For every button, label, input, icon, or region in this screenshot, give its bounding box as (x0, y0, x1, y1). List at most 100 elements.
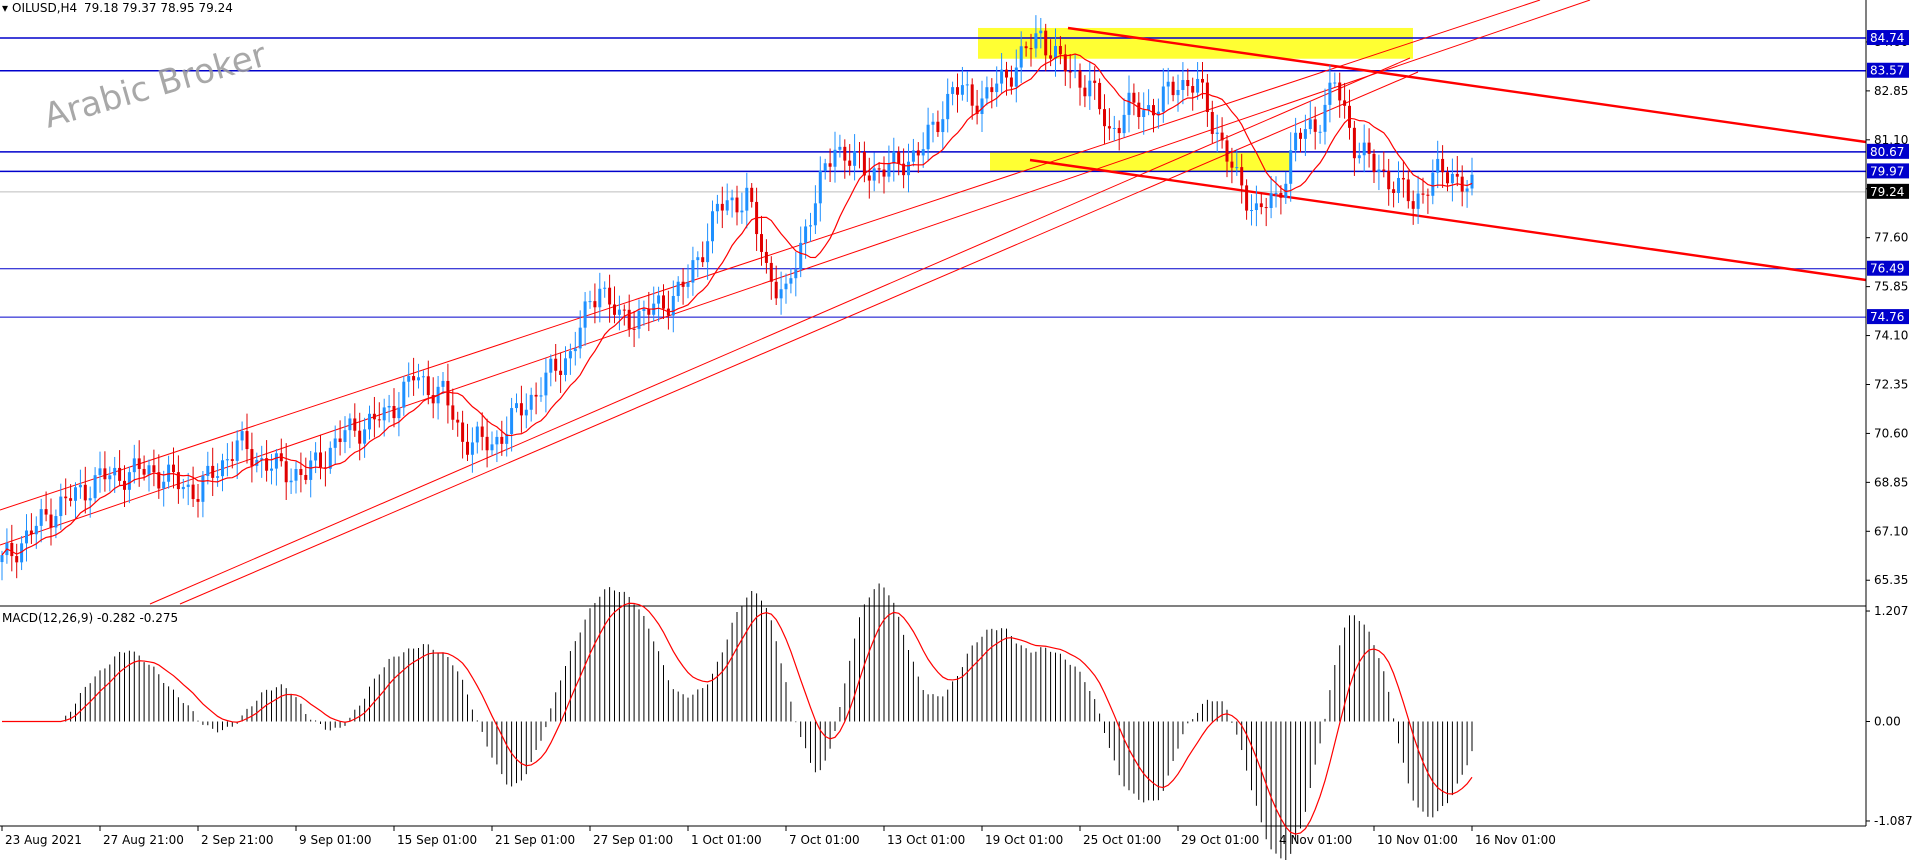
candle-body (29, 530, 33, 535)
candle-body (784, 283, 788, 290)
candle-body (1073, 70, 1077, 72)
candle-body (809, 225, 812, 227)
price-tick-label: 81.10 (1874, 133, 1908, 147)
candle-body (941, 119, 945, 133)
candle-body (1205, 82, 1209, 113)
candle-body (769, 262, 773, 282)
candle-body (260, 458, 264, 460)
candle-body (789, 278, 793, 284)
candle-body (245, 431, 249, 450)
candle-body (1397, 177, 1400, 193)
candle-body (764, 251, 768, 263)
time-tick-label: 29 Oct 01:00 (1181, 833, 1259, 847)
candle-body (221, 460, 224, 477)
candle-body (725, 200, 729, 211)
candle-body (304, 474, 308, 480)
candle-body (230, 459, 234, 461)
candle-body (1264, 207, 1268, 209)
candle-body (1235, 167, 1239, 169)
price-tick-label: 67.10 (1874, 524, 1908, 538)
candle-body (137, 458, 141, 469)
candle-body (990, 87, 994, 93)
candle-body (1279, 192, 1283, 198)
candle-body (951, 87, 955, 94)
candle-body (1009, 77, 1013, 87)
candle-body (740, 210, 744, 213)
candle-body (1411, 201, 1415, 209)
candle-body (975, 105, 979, 114)
level-badge-label: 80.67 (1870, 145, 1904, 159)
candle-body (1294, 132, 1298, 151)
candle-body (1210, 112, 1214, 134)
time-tick-label: 27 Aug 21:00 (103, 833, 184, 847)
candle-body (1230, 161, 1234, 168)
time-tick-label: 16 Nov 01:00 (1475, 833, 1556, 847)
candle-body (368, 413, 371, 430)
candle-body (20, 543, 24, 563)
candle-body (377, 419, 381, 421)
candle-body (358, 430, 362, 444)
time-tick-label: 1 Oct 01:00 (691, 833, 762, 847)
candle-body (671, 295, 675, 316)
candle-body (69, 498, 73, 501)
candle-body (583, 301, 587, 328)
candle-body (843, 146, 847, 161)
candle-body (750, 187, 754, 202)
candle-body (1289, 150, 1293, 184)
time-tick-label: 10 Nov 01:00 (1377, 833, 1458, 847)
candle-body (980, 98, 984, 114)
candle-body (1093, 80, 1097, 83)
candle-body (402, 381, 406, 408)
candle-body (657, 295, 661, 304)
candle-body (1431, 172, 1435, 196)
candle-body (108, 475, 112, 480)
candle-body (294, 469, 298, 481)
candle-body (1460, 176, 1464, 192)
candle-body (867, 175, 871, 181)
candle-body (1470, 174, 1474, 189)
macd-axis: 1.207 0.00 -1.087 (1866, 604, 1913, 828)
candle-body (519, 403, 523, 416)
candle-body (872, 168, 876, 181)
candle-body (475, 426, 479, 443)
candle-body (1186, 80, 1190, 87)
candle-body (1426, 194, 1430, 196)
time-tick-label: 25 Oct 01:00 (1083, 833, 1161, 847)
candle-body (813, 203, 817, 226)
macd-tick-label: 1.207 (1874, 604, 1908, 618)
candle-body (627, 309, 631, 329)
candle-body (1000, 69, 1004, 84)
time-tick-label: 7 Oct 01:00 (789, 833, 860, 847)
candle-body (907, 161, 910, 176)
level-badge-label: 83.57 (1870, 64, 1904, 78)
candle-body (103, 468, 107, 480)
level-badge-label: 79.97 (1870, 164, 1904, 178)
candle-body (1333, 82, 1337, 84)
candle-body (191, 484, 195, 500)
candle-body (1382, 169, 1386, 171)
candle-body (64, 496, 68, 499)
candle-body (848, 160, 852, 166)
candle-body (1308, 119, 1312, 130)
candle-body (426, 376, 430, 396)
candle-body (858, 151, 861, 153)
candle-body (515, 403, 518, 409)
candle-body (142, 468, 146, 475)
current-price-label: 79.24 (1870, 185, 1904, 199)
candle-body (1215, 132, 1219, 134)
candle-body (1083, 87, 1087, 97)
candle-body (270, 468, 273, 471)
candle-body (1058, 46, 1062, 55)
candle-body (696, 257, 700, 261)
candle-body (936, 121, 940, 133)
macd-panel[interactable]: MACD(12,26,9) -0.282 -0.275 (0, 583, 1866, 861)
candle-body (196, 499, 200, 502)
level-badge (1867, 143, 1909, 159)
candle-body (1240, 167, 1244, 186)
candle-body (284, 461, 288, 483)
candle-body (216, 476, 220, 478)
time-tick-label: 2 Sep 21:00 (201, 833, 273, 847)
price-panel[interactable]: Arabic Broker ▾ OILUSD,H4 79.18 79.37 78… (0, 0, 1867, 605)
candle-body (113, 467, 117, 476)
